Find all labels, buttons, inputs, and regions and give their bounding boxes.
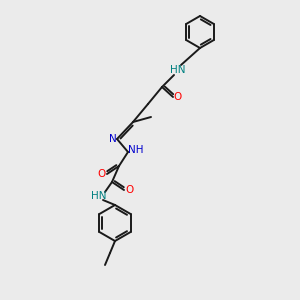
Text: O: O <box>174 92 182 102</box>
Text: HN: HN <box>91 191 107 201</box>
Text: NH: NH <box>128 145 144 155</box>
Text: O: O <box>98 169 106 179</box>
Text: HN: HN <box>170 65 186 75</box>
Text: O: O <box>125 185 133 195</box>
Text: N: N <box>109 134 117 144</box>
